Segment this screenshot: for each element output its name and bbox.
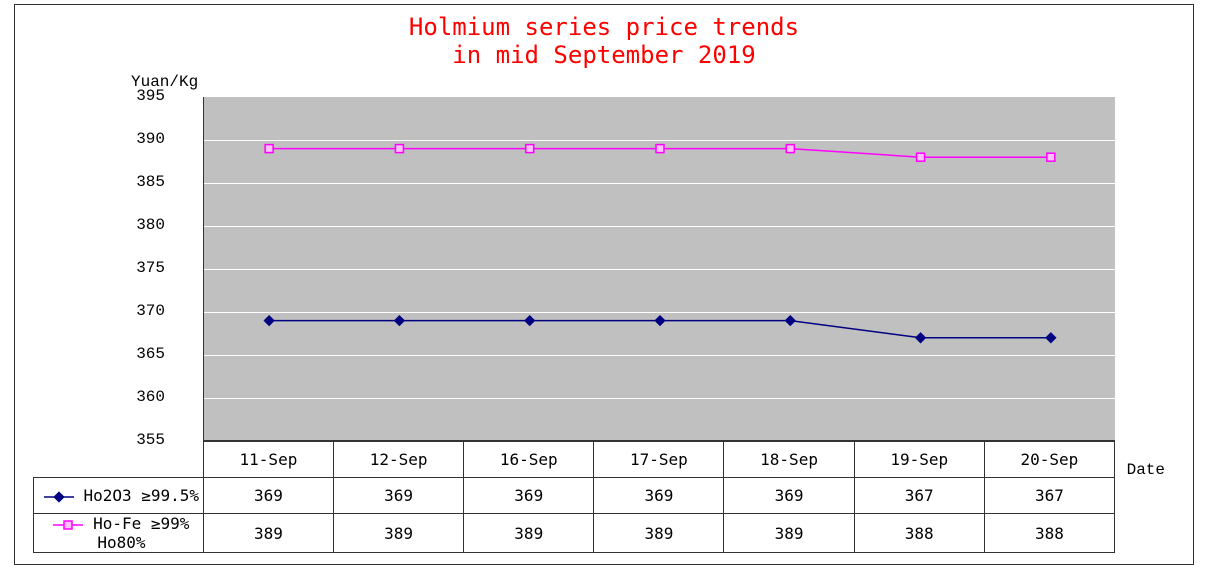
legend-marker-icon <box>53 519 83 531</box>
chart-title-line2: in mid September 2019 <box>15 41 1193 69</box>
square-marker <box>786 145 794 153</box>
table-header-cell: 18-Sep <box>724 442 854 478</box>
square-marker <box>1047 153 1055 161</box>
table-data-cell: 369 <box>203 478 333 514</box>
gridline <box>204 140 1115 141</box>
gridline <box>204 183 1115 184</box>
diamond-marker <box>524 315 535 326</box>
legend-label: Ho2O3 ≥99.5% <box>74 486 199 505</box>
legend-label: Ho-Fe ≥99% Ho80% <box>83 514 189 552</box>
diamond-marker <box>654 315 665 326</box>
ytick-label: 360 <box>125 388 165 406</box>
table-data-cell: 367 <box>854 478 984 514</box>
diamond-marker <box>394 315 405 326</box>
legend-cell: Ho-Fe ≥99% Ho80% <box>34 514 204 553</box>
table-data-cell: 389 <box>203 514 333 553</box>
ytick-label: 370 <box>125 302 165 320</box>
table-header-cell: 12-Sep <box>334 442 464 478</box>
square-marker <box>526 145 534 153</box>
gridline <box>204 398 1115 399</box>
legend-cell: Ho2O3 ≥99.5% <box>34 478 204 514</box>
gridline <box>204 355 1115 356</box>
diamond-marker <box>263 315 274 326</box>
table-cell-blank <box>34 442 204 478</box>
chart-title-line1: Holmium series price trends <box>15 5 1193 41</box>
table-data-cell: 369 <box>464 478 594 514</box>
square-marker <box>395 145 403 153</box>
table-data-cell: 389 <box>464 514 594 553</box>
ytick-label: 390 <box>125 130 165 148</box>
ytick-label: 365 <box>125 345 165 363</box>
gridline <box>204 226 1115 227</box>
gridline <box>204 312 1115 313</box>
diamond-marker <box>1045 332 1056 343</box>
xaxis-label: Date <box>1127 461 1165 479</box>
plot-area <box>203 97 1115 441</box>
table-data-cell: 389 <box>334 514 464 553</box>
table-row: 11-Sep12-Sep16-Sep17-Sep18-Sep19-Sep20-S… <box>34 442 1115 478</box>
square-marker <box>265 145 273 153</box>
table-data-cell: 369 <box>724 478 854 514</box>
ytick-label: 395 <box>125 87 165 105</box>
chart-container: Holmium series price trends in mid Septe… <box>14 4 1194 565</box>
gridline <box>204 269 1115 270</box>
series-line <box>269 149 1051 158</box>
table-data-cell: 389 <box>724 514 854 553</box>
diamond-marker <box>785 315 796 326</box>
table-data-cell: 369 <box>334 478 464 514</box>
table-header-cell: 11-Sep <box>203 442 333 478</box>
table-data-cell: 389 <box>594 514 724 553</box>
table-header-cell: 20-Sep <box>984 442 1114 478</box>
table-data-cell: 369 <box>594 478 724 514</box>
series-line <box>269 321 1051 338</box>
table-row: Ho2O3 ≥99.5%369369369369369367367 <box>34 478 1115 514</box>
table-data-cell: 388 <box>854 514 984 553</box>
table-data-cell: 388 <box>984 514 1114 553</box>
ytick-label: 385 <box>125 173 165 191</box>
table-row: Ho-Fe ≥99% Ho80%389389389389389388388 <box>34 514 1115 553</box>
legend-marker-icon <box>44 491 74 503</box>
table-header-cell: 19-Sep <box>854 442 984 478</box>
ytick-label: 375 <box>125 259 165 277</box>
ytick-label: 355 <box>125 431 165 449</box>
ytick-label: 380 <box>125 216 165 234</box>
diamond-marker <box>915 332 926 343</box>
table-data-cell: 367 <box>984 478 1114 514</box>
data-table: 11-Sep12-Sep16-Sep17-Sep18-Sep19-Sep20-S… <box>33 441 1115 553</box>
table-header-cell: 17-Sep <box>594 442 724 478</box>
square-marker <box>656 145 664 153</box>
table-header-cell: 16-Sep <box>464 442 594 478</box>
square-marker <box>917 153 925 161</box>
